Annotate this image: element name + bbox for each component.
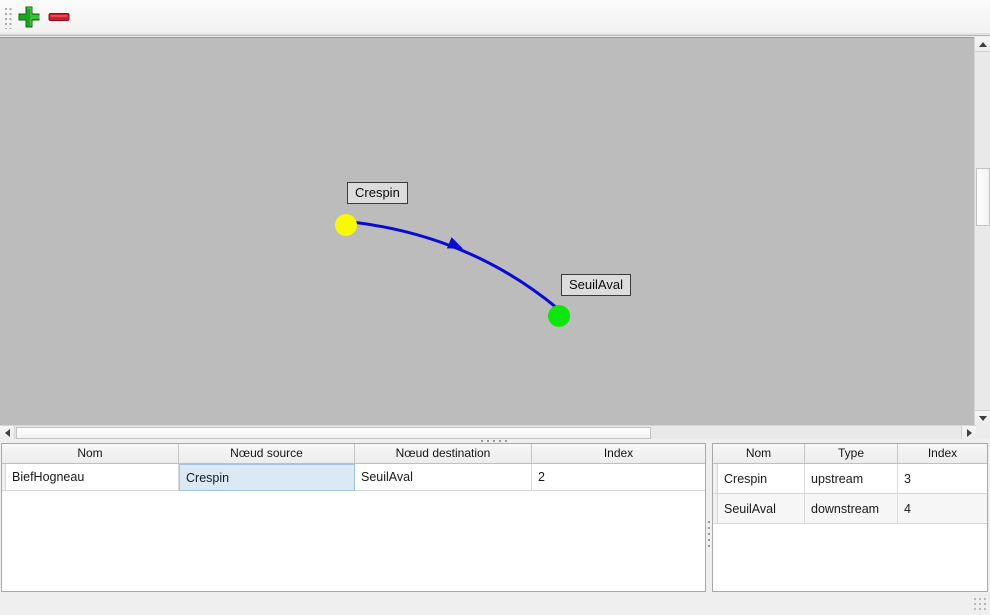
arrow-right-icon	[966, 428, 972, 437]
canvas-vertical-scrollbar[interactable]	[974, 37, 990, 425]
column-header-index[interactable]: Index	[927, 446, 958, 460]
cell-type[interactable]: downstream	[805, 494, 898, 524]
scroll-left-button[interactable]	[0, 426, 15, 439]
row-header[interactable]	[2, 464, 6, 491]
node-table: Nom Type Index Crespin upstream 3 SeuilA…	[712, 443, 988, 592]
node-label-crespin: Crespin	[347, 182, 408, 204]
table-row: BiefHogneau Crespin SeuilAval 2	[2, 464, 705, 491]
arrow-down-icon	[979, 415, 987, 421]
column-header-noeud-source[interactable]: Nœud source	[179, 444, 355, 463]
reach-table-header: Nom Nœud source Nœud destination Index	[2, 444, 705, 464]
toolbar	[0, 0, 990, 36]
scroll-right-button[interactable]	[961, 426, 976, 439]
minus-icon	[48, 6, 70, 31]
arrow-up-icon	[979, 41, 987, 47]
row-header[interactable]	[713, 464, 718, 494]
table-row: SeuilAval downstream 4	[713, 494, 987, 524]
scrollbar-corner	[976, 425, 990, 439]
node-seuilaval[interactable]	[548, 305, 570, 327]
column-header-type[interactable]: Type	[805, 444, 898, 463]
node-crespin[interactable]	[335, 214, 357, 236]
cell-destination[interactable]: SeuilAval	[355, 464, 532, 491]
cell-nom[interactable]: SeuilAval	[718, 494, 805, 524]
column-header-index[interactable]: Index	[603, 446, 634, 460]
row-header[interactable]	[713, 494, 718, 524]
plus-icon	[18, 6, 40, 31]
edge-arrowhead-icon	[446, 237, 464, 249]
add-button[interactable]	[16, 5, 42, 31]
reach-table: Nom Nœud source Nœud destination Index B…	[1, 443, 706, 592]
toolbar-drag-handle[interactable]	[4, 7, 13, 29]
column-header-noeud-destination[interactable]: Nœud destination	[355, 444, 532, 463]
vertical-splitter-handle[interactable]	[707, 521, 711, 549]
cell-type[interactable]: upstream	[805, 464, 898, 494]
cell-nom[interactable]: Crespin	[718, 464, 805, 494]
reach-edge[interactable]	[351, 220, 558, 310]
table-row: Crespin upstream 3	[713, 464, 987, 494]
column-header-nom[interactable]: Nom	[2, 444, 179, 463]
window-resize-grip[interactable]	[973, 597, 988, 612]
cell-source-selected[interactable]: Crespin	[179, 464, 355, 491]
network-graph	[335, 214, 570, 327]
cell-index[interactable]: 2	[532, 464, 705, 491]
node-table-header: Nom Type Index	[713, 444, 987, 464]
horizontal-splitter-handle[interactable]	[481, 439, 509, 443]
scroll-up-button[interactable]	[975, 37, 990, 52]
vertical-scrollbar-thumb[interactable]	[976, 168, 990, 226]
node-label-seuilaval: SeuilAval	[561, 274, 631, 296]
horizontal-scrollbar-thumb[interactable]	[16, 427, 651, 439]
network-canvas[interactable]: Crespin SeuilAval	[0, 37, 974, 425]
column-header-nom[interactable]: Nom	[713, 444, 805, 463]
cell-index[interactable]: 4	[898, 494, 987, 524]
cell-index[interactable]: 3	[898, 464, 987, 494]
remove-button[interactable]	[46, 5, 72, 31]
cell-nom[interactable]: BiefHogneau	[6, 464, 179, 491]
arrow-left-icon	[4, 428, 10, 437]
canvas-horizontal-scrollbar[interactable]	[0, 425, 976, 439]
scroll-down-button[interactable]	[975, 410, 990, 425]
